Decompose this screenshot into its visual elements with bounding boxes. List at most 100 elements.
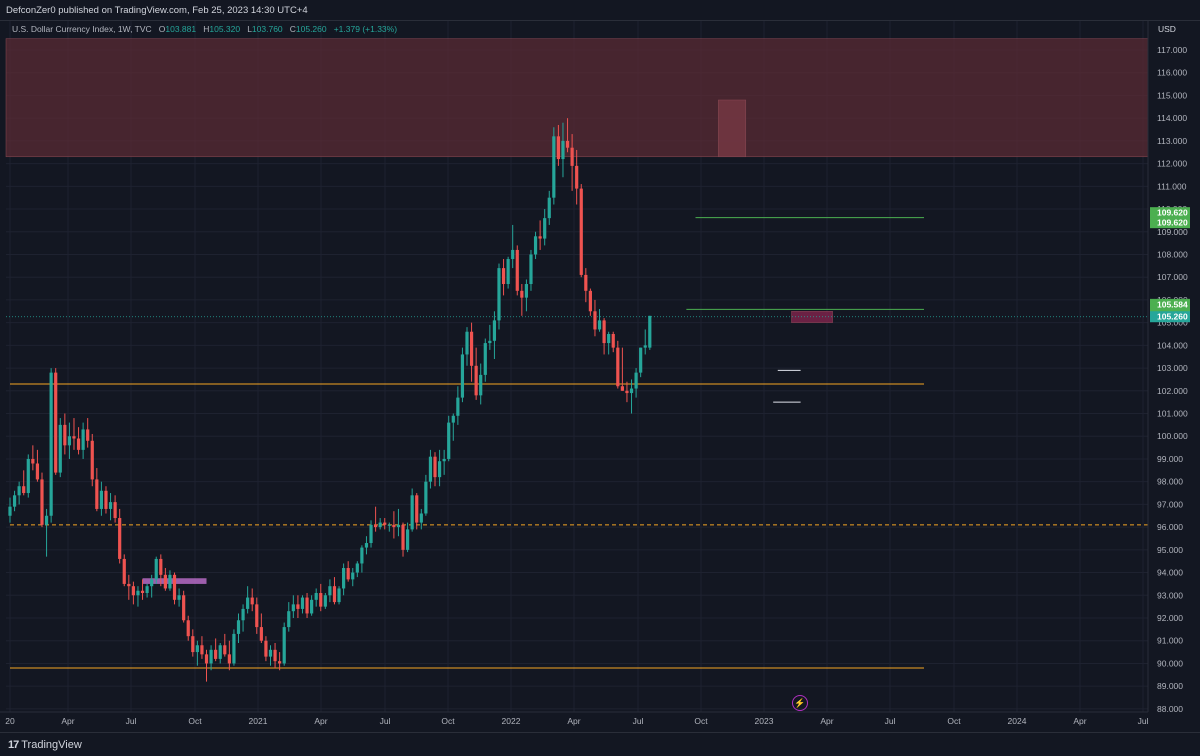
candle-body <box>86 429 90 441</box>
x-tick-label: Jul <box>1138 716 1149 726</box>
candle-body <box>346 568 350 580</box>
resistance-zone <box>5 38 1149 158</box>
candle-body <box>543 218 547 239</box>
y-tick-label: 108.000 <box>1157 249 1188 259</box>
candle-body <box>552 136 556 198</box>
candle-body <box>268 649 273 657</box>
y-tick-label: 112.000 <box>1157 159 1187 169</box>
candle-body <box>556 136 560 160</box>
y-tick-label: 113.000 <box>1157 136 1187 146</box>
candle-body <box>204 654 209 664</box>
candle-body <box>113 502 117 519</box>
chart-legend: U.S. Dollar Currency Index, 1W, TVC O103… <box>12 24 397 34</box>
candle-body <box>483 343 487 375</box>
candle-body <box>639 347 643 373</box>
candle-body <box>223 645 227 655</box>
candle-body <box>314 593 318 600</box>
candle-body <box>501 268 506 285</box>
candle-body <box>214 649 218 659</box>
candle-body <box>328 586 332 596</box>
candle-body <box>122 558 126 584</box>
x-tick-label: Jul <box>126 716 137 726</box>
candle-body <box>108 502 113 509</box>
price-label-text: 105.260 <box>1157 312 1188 322</box>
candle-body <box>49 372 53 516</box>
candle-body <box>200 645 204 655</box>
candle-body <box>497 268 501 321</box>
candle-body <box>168 574 172 589</box>
candle-body <box>351 572 355 580</box>
close-label: C <box>289 24 296 34</box>
candle-body <box>511 249 515 260</box>
candle-body <box>186 620 190 637</box>
candle-body <box>255 604 259 628</box>
candle-body <box>323 595 327 607</box>
candle-body <box>419 513 423 523</box>
candle-body <box>378 522 382 528</box>
y-tick-label: 117.000 <box>1157 45 1187 55</box>
candle-body <box>533 236 538 255</box>
candle-body <box>360 547 364 564</box>
candle-body <box>282 627 286 664</box>
candle-body <box>332 586 337 603</box>
candle-body <box>524 284 529 298</box>
x-tick-label: 2023 <box>755 716 774 726</box>
candle-body <box>182 595 186 621</box>
candle-body <box>342 568 346 589</box>
candle-body <box>246 597 250 609</box>
x-tick-label: Apr <box>820 716 833 726</box>
x-tick-label: Apr <box>314 716 327 726</box>
candle-body <box>597 320 602 330</box>
candle-body <box>287 611 291 628</box>
candle-body <box>227 654 231 664</box>
candle-body <box>529 254 533 285</box>
candle-body <box>415 495 419 523</box>
candle-body <box>588 290 592 312</box>
candle-body <box>35 463 40 480</box>
candle-body <box>442 458 446 462</box>
candle-body <box>136 590 140 596</box>
candle-body <box>620 386 624 391</box>
candle-body <box>241 608 245 621</box>
candle-body <box>99 490 103 509</box>
y-tick-label: 89.000 <box>1157 681 1183 691</box>
y-tick-label: 101.000 <box>1157 409 1188 419</box>
candle-body <box>291 604 295 612</box>
candle-body <box>584 274 588 291</box>
candle-body <box>355 563 359 573</box>
price-label-text: 109.620 <box>1157 218 1188 228</box>
x-tick-label: Apr <box>1073 716 1086 726</box>
low-value: 103.760 <box>251 24 283 34</box>
y-tick-label: 95.000 <box>1157 545 1183 555</box>
candle-body <box>579 188 583 275</box>
candle-body <box>447 422 451 459</box>
candle-body <box>8 506 12 516</box>
candle-body <box>22 486 26 494</box>
candle-body <box>469 331 474 366</box>
candle-body <box>44 515 49 525</box>
candle-body <box>607 334 611 344</box>
candle-body <box>392 524 396 528</box>
candle-body <box>54 372 58 473</box>
y-tick-label: 97.000 <box>1157 499 1183 509</box>
y-tick-label: 115.000 <box>1157 90 1187 100</box>
candle-body <box>456 397 460 416</box>
x-tick-label: Oct <box>694 716 708 726</box>
candle-body <box>424 481 428 514</box>
x-tick-label: Oct <box>947 716 961 726</box>
candle-body <box>154 558 158 580</box>
lightning-icon[interactable]: ⚡ <box>792 695 808 711</box>
candle-body <box>611 334 615 348</box>
x-tick-label: 2024 <box>1008 716 1027 726</box>
y-tick-label: 111.000 <box>1157 181 1187 191</box>
candle-body <box>131 586 135 596</box>
x-tick-label: Oct <box>441 716 455 726</box>
y-tick-label: 105.000 <box>1157 318 1188 328</box>
tradingview-logo[interactable]: 17 TradingView <box>8 739 82 751</box>
publish-text: DefconZer0 published on TradingView.com,… <box>6 5 308 16</box>
candle-body <box>12 495 17 507</box>
candle-body <box>63 424 67 446</box>
change-value: +1.379 (+1.33%) <box>333 24 398 34</box>
price-label-text: 105.584 <box>1157 299 1188 309</box>
